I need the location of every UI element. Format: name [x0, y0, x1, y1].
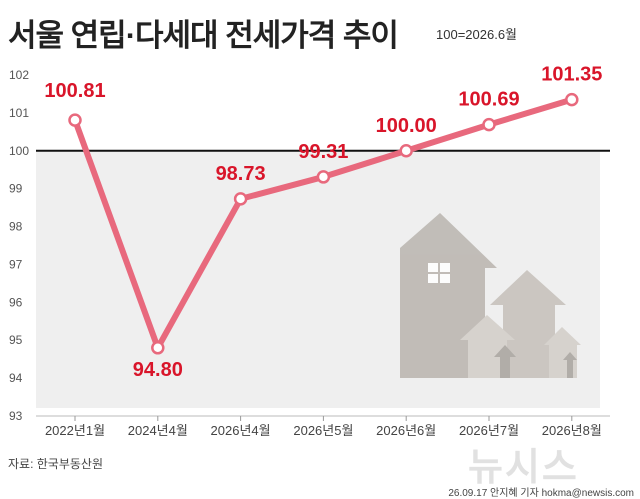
x-tick-label: 2026년6월 — [376, 423, 436, 438]
y-tick-label: 96 — [9, 295, 23, 309]
byline: 26.09.17 안지혜 기자 hokma@newsis.com — [448, 488, 634, 499]
page-title: 서울 연립·다세대 전세가격 추이 — [8, 18, 399, 53]
data-label: 101.35 — [541, 64, 602, 86]
watermark-logo: 뉴시스 — [468, 447, 579, 489]
arrow-up-small-icon — [563, 352, 577, 378]
data-point — [399, 144, 413, 158]
data-label: 100.00 — [376, 115, 437, 137]
data-point — [68, 113, 82, 127]
x-tick-label: 2022년1월 — [45, 423, 105, 438]
x-tick-label: 2024년4월 — [128, 423, 188, 438]
y-tick-label: 97 — [9, 257, 23, 271]
data-point — [565, 92, 579, 107]
data-points — [68, 92, 579, 355]
data-point — [233, 192, 248, 206]
header: 서울 연립·다세대 전세가격 추이 100=2026.6월 — [0, 0, 640, 58]
data-label: 94.80 — [133, 359, 183, 381]
y-tick-label: 94 — [9, 371, 23, 385]
x-axis: 2022년1월 2024년4월 2026년4월 2026년5월 2026년6월 2026년… — [45, 416, 602, 438]
y-axis: 93 94 95 96 97 98 99 100 101 102 — [9, 68, 29, 423]
data-labels: 100.81 94.80 98.73 99.31 100.00 100.69 101.35 — [44, 64, 602, 381]
y-tick-label: 93 — [9, 409, 23, 423]
x-tick-label: 2026년8월 — [542, 423, 602, 438]
data-label: 98.73 — [216, 163, 266, 185]
x-tick-label: 2026년4월 — [211, 423, 271, 438]
data-point — [316, 170, 331, 184]
data-point — [151, 341, 165, 355]
y-tick-label: 102 — [9, 68, 29, 82]
y-tick-label: 101 — [9, 106, 29, 120]
data-point — [482, 117, 496, 132]
source-note: 자료: 한국부동산원 — [8, 457, 103, 471]
data-label: 100.81 — [44, 80, 105, 102]
index-base-note: 100=2026.6월 — [436, 27, 518, 42]
data-label: 99.31 — [298, 141, 348, 163]
y-tick-label: 99 — [9, 182, 23, 196]
x-tick-label: 2026년7월 — [459, 423, 519, 438]
y-tick-label: 100 — [9, 144, 29, 158]
x-tick-label: 2026년5월 — [293, 423, 353, 438]
house-illustration — [400, 213, 581, 378]
y-tick-label: 95 — [9, 333, 23, 347]
y-tick-label: 98 — [9, 220, 23, 234]
arrow-up-icon — [494, 345, 516, 378]
data-label: 100.69 — [458, 89, 519, 111]
